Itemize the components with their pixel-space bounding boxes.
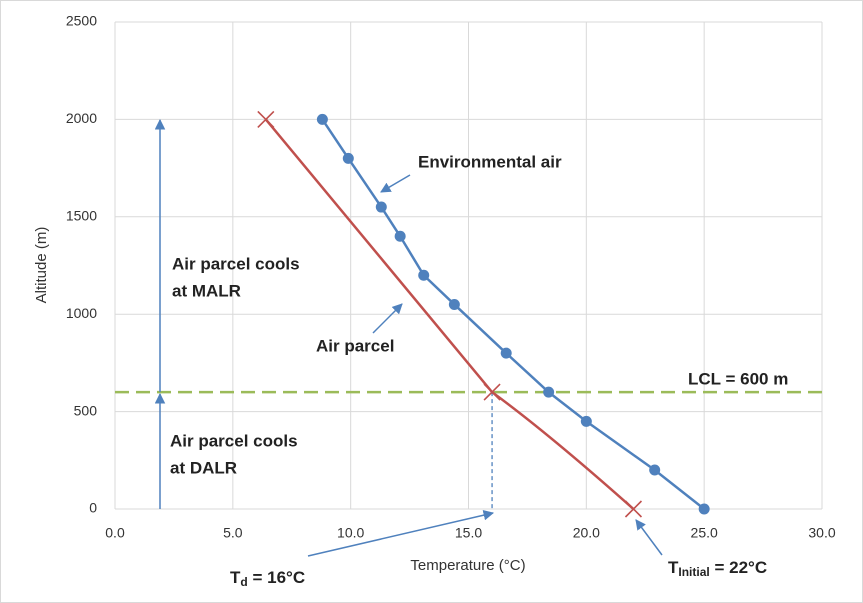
tinitial-label: TInitial = 22°C: [668, 558, 767, 579]
y-tick-label: 500: [74, 402, 98, 418]
x-tick-label: 25.0: [691, 525, 718, 541]
point: [698, 503, 710, 515]
parcel-label: Air parcel: [316, 336, 394, 355]
y-axis-label: Altitude (m): [33, 227, 50, 304]
malr-note: Air parcel cools: [172, 254, 300, 273]
point: [342, 152, 354, 164]
point: [448, 298, 460, 310]
y-tick-label: 1500: [66, 208, 97, 224]
lcl-label: LCL = 600 m: [688, 369, 788, 388]
point: [580, 415, 592, 427]
point: [394, 230, 406, 242]
point: [257, 110, 275, 128]
env-arrow: [380, 174, 411, 193]
env-label: Environmental air: [418, 152, 562, 171]
x-tick-label: 15.0: [455, 525, 482, 541]
point: [483, 383, 501, 401]
y-tick-label: 2000: [66, 110, 97, 126]
x-tick-label: 10.0: [337, 525, 364, 541]
point: [375, 201, 387, 213]
grid: [114, 21, 823, 510]
point: [316, 113, 328, 125]
dalr-note: at DALR: [170, 458, 237, 477]
tinitial-arrow: [635, 519, 663, 556]
td-arrow: [307, 510, 495, 557]
y-tick-label: 2500: [66, 13, 97, 29]
point: [649, 464, 661, 476]
x-tick-label: 5.0: [223, 525, 243, 541]
series-line: [264, 118, 635, 510]
td-label: Td = 16°C: [230, 568, 305, 589]
x-tick-label: 20.0: [573, 525, 600, 541]
y-tick-label: 1000: [66, 305, 97, 321]
x-tick-label: 0.0: [105, 525, 125, 541]
x-tick-label: 30.0: [808, 525, 835, 541]
point: [543, 386, 555, 398]
point: [418, 269, 430, 281]
x-axis-label: Temperature (°C): [410, 557, 525, 574]
dalr-note: Air parcel cools: [170, 431, 298, 450]
marks: [115, 110, 822, 518]
y-tick-label: 0: [89, 500, 97, 516]
point: [624, 500, 643, 518]
parcel-arrow: [372, 303, 403, 334]
point: [500, 347, 512, 359]
malr-note: at MALR: [172, 281, 241, 300]
